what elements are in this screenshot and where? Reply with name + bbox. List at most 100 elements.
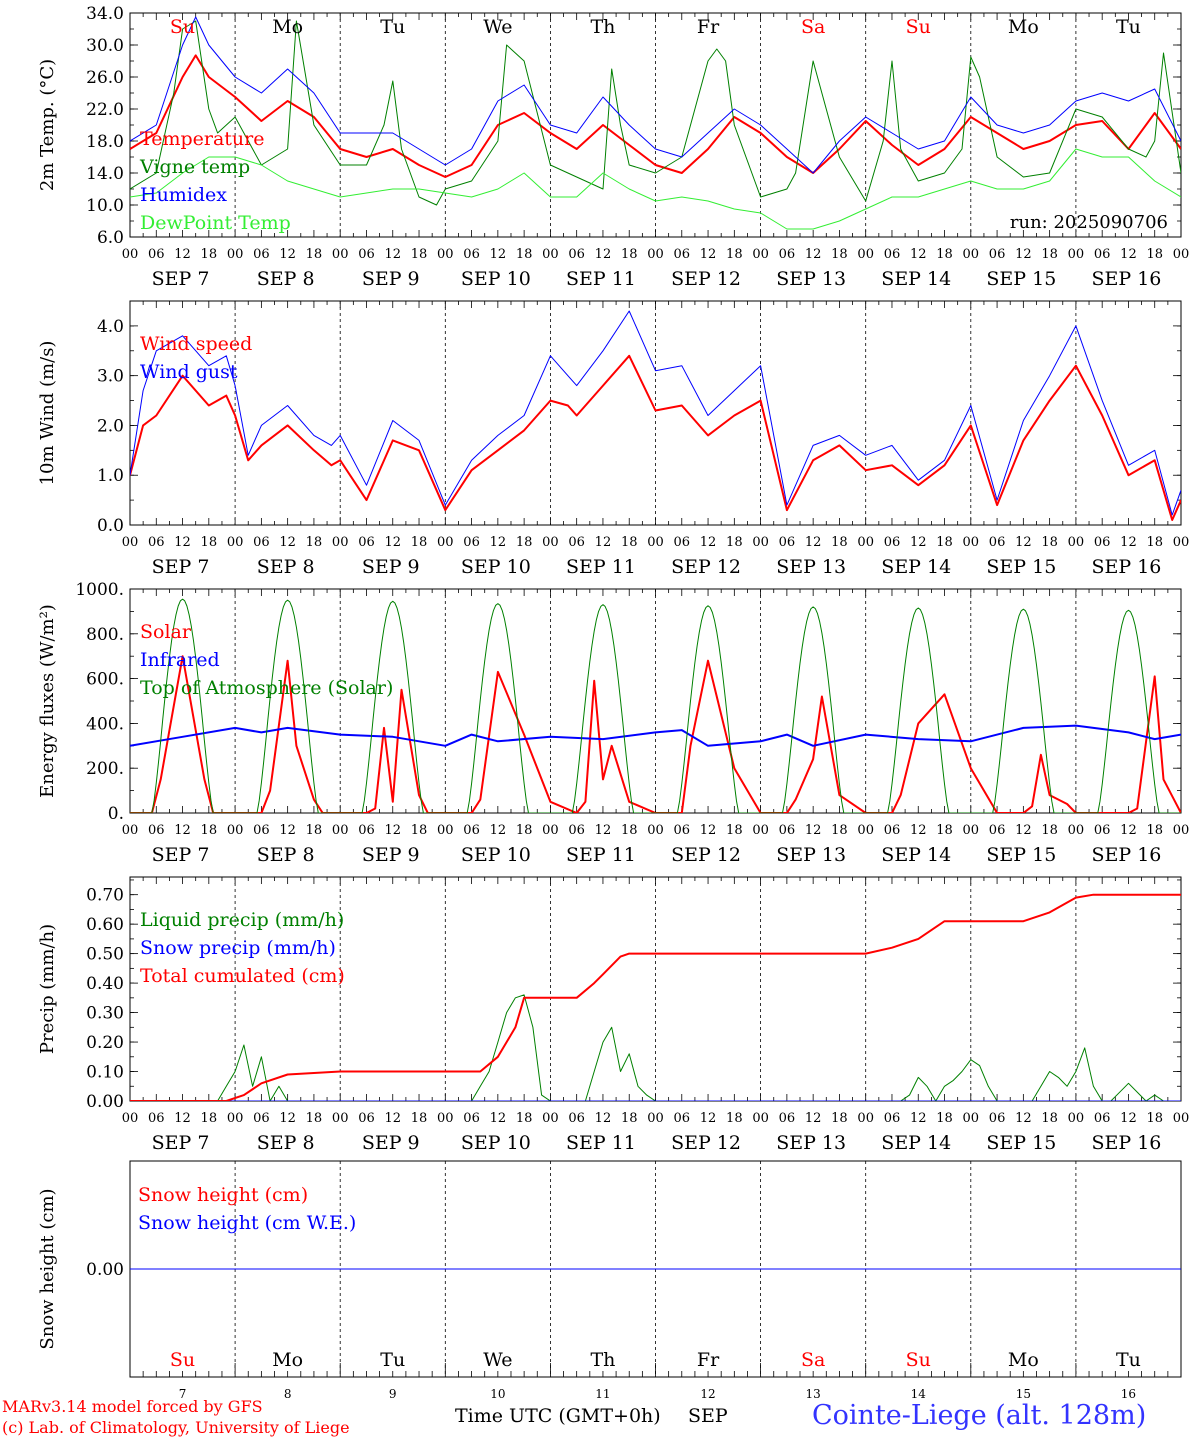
date-label: SEP 7 <box>152 268 210 290</box>
hour-label: 00 <box>542 823 559 838</box>
hour-label: 00 <box>752 823 769 838</box>
hour-label: 12 <box>700 823 717 838</box>
hour-label: 18 <box>621 823 638 838</box>
station-name: Cointe-Liege (alt. 128m) <box>812 1400 1147 1431</box>
hour-label: 06 <box>148 1111 165 1126</box>
day-of-week-label: Sa <box>801 16 825 38</box>
hour-label: 00 <box>963 247 980 262</box>
hour-label: 00 <box>542 247 559 262</box>
hour-label: 12 <box>1120 1111 1137 1126</box>
hour-label: 18 <box>201 247 218 262</box>
hour-label: 06 <box>779 535 796 550</box>
hour-label: 00 <box>542 1111 559 1126</box>
hour-label: 06 <box>989 823 1006 838</box>
hour-label: 12 <box>805 247 822 262</box>
hour-label: 18 <box>831 1111 848 1126</box>
hour-label: 18 <box>831 823 848 838</box>
hour-label: 12 <box>700 1111 717 1126</box>
hour-label: 18 <box>726 1111 743 1126</box>
hour-label: 12 <box>490 535 507 550</box>
date-label: SEP 10 <box>461 844 531 866</box>
y-tick-label: 0.70 <box>86 886 124 906</box>
hour-label: 12 <box>805 535 822 550</box>
hour-label: 18 <box>516 1111 533 1126</box>
hour-label: 06 <box>463 1111 480 1126</box>
date-label: SEP 14 <box>881 268 951 290</box>
hour-label: 00 <box>752 535 769 550</box>
date-label: SEP 8 <box>257 268 315 290</box>
hour-label: 06 <box>674 823 691 838</box>
hour-label: 18 <box>306 1111 323 1126</box>
y-axis-label: Snow height (cm) <box>37 1188 58 1349</box>
hour-label: 18 <box>1146 247 1163 262</box>
hour-label: 12 <box>910 247 927 262</box>
hour-label: 18 <box>726 247 743 262</box>
hour-label: 06 <box>674 535 691 550</box>
hour-label: 18 <box>726 823 743 838</box>
hour-label: 12 <box>805 1111 822 1126</box>
date-label: SEP 15 <box>986 844 1056 866</box>
hour-label: 12 <box>805 823 822 838</box>
hour-label: 06 <box>463 823 480 838</box>
hour-label: 18 <box>1146 1111 1163 1126</box>
hour-label: 00 <box>122 247 139 262</box>
series-line-liquid-precip-mm-h <box>130 994 1181 1101</box>
date-label: SEP 9 <box>362 844 420 866</box>
date-label: SEP 11 <box>566 1132 636 1154</box>
hour-label: 12 <box>1120 535 1137 550</box>
day-number-label: 8 <box>284 1387 292 1401</box>
date-label: SEP 8 <box>257 1132 315 1154</box>
y-tick-label: 2.0 <box>97 416 124 436</box>
date-label: SEP 7 <box>152 1132 210 1154</box>
hour-label: 06 <box>779 1111 796 1126</box>
run-label: run: 2025090706 <box>1010 212 1168 233</box>
day-number-label: 13 <box>806 1387 821 1401</box>
hour-label: 12 <box>174 823 191 838</box>
hour-label: 00 <box>752 1111 769 1126</box>
series-line-wind-gust <box>130 310 1181 516</box>
legend-entry: Snow precip (mm/h) <box>140 937 336 959</box>
hour-label: 18 <box>621 535 638 550</box>
hour-label: 00 <box>1068 247 1085 262</box>
date-label: SEP 9 <box>362 268 420 290</box>
hour-label: 00 <box>1173 247 1190 262</box>
hour-label: 00 <box>437 1111 454 1126</box>
date-label: SEP 15 <box>986 268 1056 290</box>
hour-label: 06 <box>884 535 901 550</box>
hour-label: 00 <box>1173 1111 1190 1126</box>
model-credit: MARv3.14 model forced by GFS <box>2 1397 263 1416</box>
day-number-label: 16 <box>1121 1387 1136 1401</box>
hour-label: 00 <box>1068 535 1085 550</box>
hour-label: 06 <box>463 535 480 550</box>
hour-label: 00 <box>647 535 664 550</box>
hour-label: 12 <box>279 1111 296 1126</box>
hour-label: 18 <box>201 823 218 838</box>
hour-label: 06 <box>358 535 375 550</box>
y-tick-label: 18.0 <box>86 132 124 152</box>
day-number-label: 14 <box>911 1387 927 1401</box>
day-of-week-label: Mo <box>272 1349 303 1371</box>
date-label: SEP 13 <box>776 844 846 866</box>
day-number-label: 9 <box>389 1387 397 1401</box>
day-of-week-label: Tu <box>380 16 405 38</box>
date-label: SEP 16 <box>1092 844 1162 866</box>
date-label: SEP 8 <box>257 556 315 578</box>
series-line-solar <box>130 655 1181 813</box>
hour-label: 12 <box>1015 535 1032 550</box>
hour-label: 06 <box>358 823 375 838</box>
hour-label: 12 <box>384 535 401 550</box>
date-label: SEP 8 <box>257 844 315 866</box>
date-label: SEP 7 <box>152 556 210 578</box>
hour-label: 06 <box>568 1111 585 1126</box>
hour-label: 18 <box>1041 823 1058 838</box>
hour-label: 06 <box>884 1111 901 1126</box>
hour-label: 06 <box>148 535 165 550</box>
hour-label: 18 <box>306 535 323 550</box>
y-tick-label: 800. <box>86 625 124 645</box>
date-label: SEP 13 <box>776 1132 846 1154</box>
hour-label: 00 <box>332 247 349 262</box>
hour-label: 18 <box>411 823 428 838</box>
date-label: SEP 9 <box>362 556 420 578</box>
series-line-total-cumulated-cm <box>130 893 1181 1101</box>
date-label: SEP 12 <box>671 268 741 290</box>
